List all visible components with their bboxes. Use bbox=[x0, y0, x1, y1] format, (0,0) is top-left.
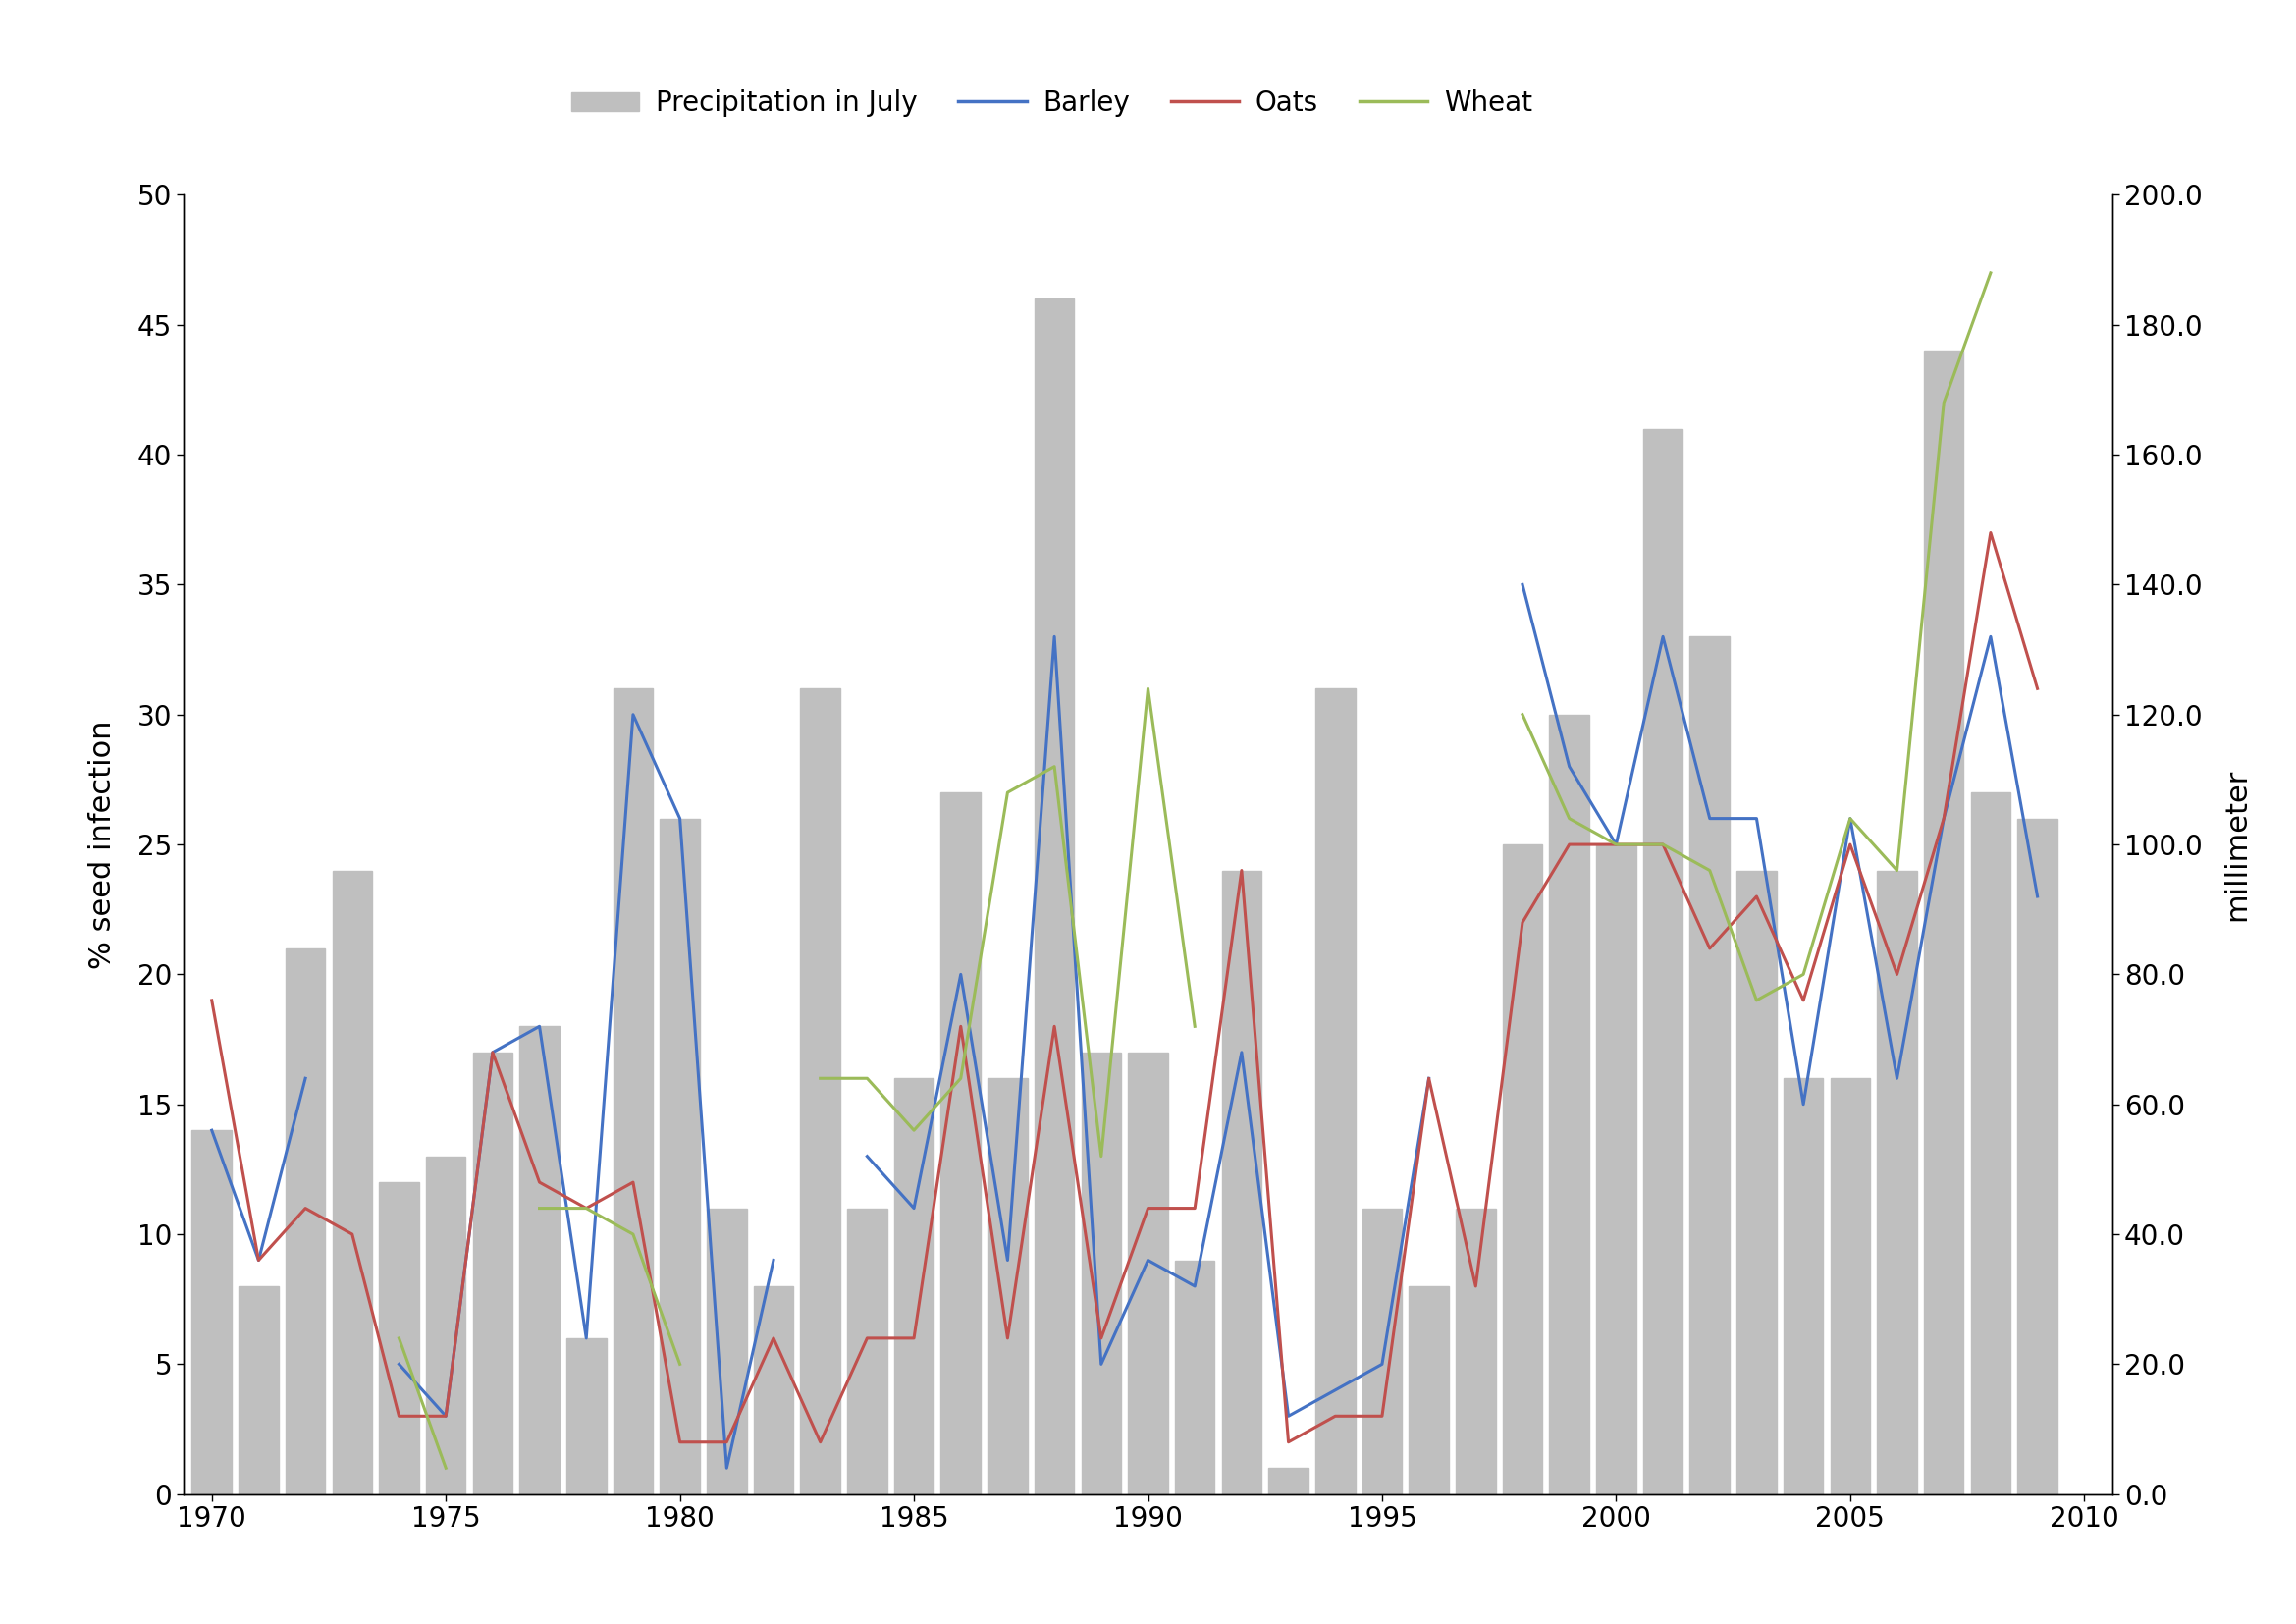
Bar bbox=[519, 1026, 560, 1494]
Bar bbox=[1410, 1286, 1449, 1494]
Bar bbox=[1878, 870, 1917, 1494]
Bar bbox=[1081, 1052, 1120, 1494]
Bar bbox=[847, 1208, 886, 1494]
Bar bbox=[1784, 1078, 1823, 1494]
Bar bbox=[1550, 715, 1589, 1494]
Y-axis label: millimeter: millimeter bbox=[2223, 768, 2250, 921]
Bar bbox=[427, 1156, 466, 1494]
Bar bbox=[613, 689, 652, 1494]
Bar bbox=[1970, 793, 2011, 1494]
Bar bbox=[285, 948, 326, 1494]
Bar bbox=[1924, 351, 1963, 1494]
Bar bbox=[1362, 1208, 1403, 1494]
Bar bbox=[753, 1286, 794, 1494]
Bar bbox=[567, 1338, 606, 1494]
Bar bbox=[193, 1130, 232, 1494]
Bar bbox=[987, 1078, 1029, 1494]
Bar bbox=[941, 793, 980, 1494]
Legend: Precipitation in July, Barley, Oats, Wheat: Precipitation in July, Barley, Oats, Whe… bbox=[560, 78, 1543, 128]
Bar bbox=[1502, 844, 1543, 1494]
Bar bbox=[1316, 689, 1355, 1494]
Bar bbox=[1644, 429, 1683, 1494]
Bar bbox=[239, 1286, 278, 1494]
Bar bbox=[659, 818, 700, 1494]
Bar bbox=[2018, 818, 2057, 1494]
Bar bbox=[473, 1052, 512, 1494]
Bar bbox=[1690, 637, 1729, 1494]
Bar bbox=[893, 1078, 934, 1494]
Bar bbox=[1830, 1078, 1869, 1494]
Bar bbox=[1035, 299, 1075, 1494]
Bar bbox=[1736, 870, 1777, 1494]
Bar bbox=[707, 1208, 746, 1494]
Bar bbox=[801, 689, 840, 1494]
Bar bbox=[1456, 1208, 1495, 1494]
Bar bbox=[1221, 870, 1261, 1494]
Bar bbox=[333, 870, 372, 1494]
Bar bbox=[1176, 1260, 1215, 1494]
Bar bbox=[1596, 844, 1637, 1494]
Bar bbox=[1127, 1052, 1169, 1494]
Y-axis label: % seed infection: % seed infection bbox=[87, 719, 117, 970]
Bar bbox=[1270, 1468, 1309, 1494]
Bar bbox=[379, 1182, 418, 1494]
